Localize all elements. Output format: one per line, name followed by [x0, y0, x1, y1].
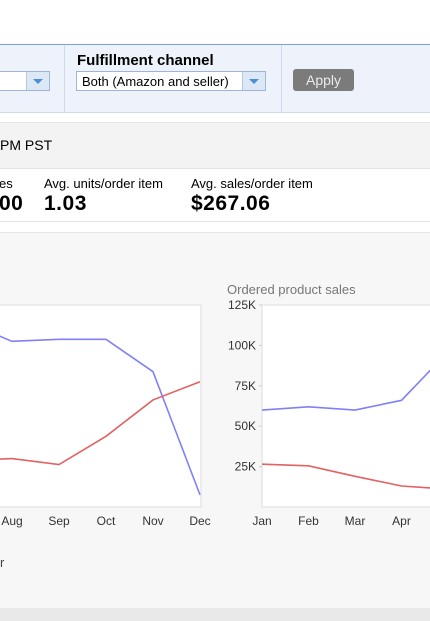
- x-tick-label: Sep: [48, 514, 70, 528]
- x-tick-label: Dec: [189, 514, 210, 528]
- stat-label: Avg. sales/order item: [191, 176, 313, 191]
- series-group: [0, 335, 201, 496]
- dropdown-value: Both (Amazon and seller): [82, 74, 229, 89]
- plot-area: [261, 304, 430, 508]
- plot-area: [0, 304, 202, 508]
- y-tick-label: 25K: [235, 460, 256, 474]
- y-tick-label: 100K: [228, 338, 256, 352]
- y-tick-label: 125K: [228, 298, 256, 312]
- stat-value: 1.03: [44, 192, 87, 215]
- x-tick-label: Feb: [298, 514, 319, 528]
- filter-bar: Fulfillment channel Both (Amazon and sel…: [0, 44, 430, 113]
- info-band: PM PST: [0, 122, 430, 169]
- filter-label: Fulfillment channel: [77, 52, 214, 69]
- apply-button[interactable]: Apply: [293, 69, 354, 91]
- dropdown-arrow[interactable]: [242, 72, 265, 90]
- footer-band: [0, 608, 430, 621]
- timestamp: PM PST: [0, 137, 53, 153]
- dropdown-arrow[interactable]: [26, 72, 49, 90]
- stats-bar: es 00 Avg. units/order item 1.03 Avg. sa…: [0, 168, 430, 222]
- divider: [64, 45, 65, 112]
- divider: [281, 45, 282, 112]
- data-line: [262, 369, 430, 411]
- legend-fragment: r: [0, 555, 5, 570]
- dropdown[interactable]: [0, 71, 50, 91]
- chart-title: Ordered product sales: [227, 282, 356, 297]
- x-tick-label: Mar: [345, 514, 366, 528]
- data-line: [0, 335, 201, 496]
- x-tick-label: Apr: [392, 514, 411, 528]
- y-tick-label: 75K: [235, 379, 256, 393]
- x-tick-label: Aug: [1, 514, 22, 528]
- dropdown[interactable]: Both (Amazon and seller): [76, 71, 266, 91]
- data-line: [0, 381, 201, 466]
- stat-label: Avg. units/order item: [44, 176, 163, 191]
- x-tick-label: Nov: [142, 514, 163, 528]
- stat-value: $267.06: [191, 192, 271, 215]
- stat-value: 00: [0, 192, 24, 215]
- x-tick-label: Oct: [97, 514, 116, 528]
- series-group: [262, 369, 430, 489]
- y-tick-label: 50K: [235, 419, 256, 433]
- x-tick-label: Jan: [252, 514, 271, 528]
- data-line: [262, 463, 430, 489]
- stat-label: es: [0, 176, 13, 191]
